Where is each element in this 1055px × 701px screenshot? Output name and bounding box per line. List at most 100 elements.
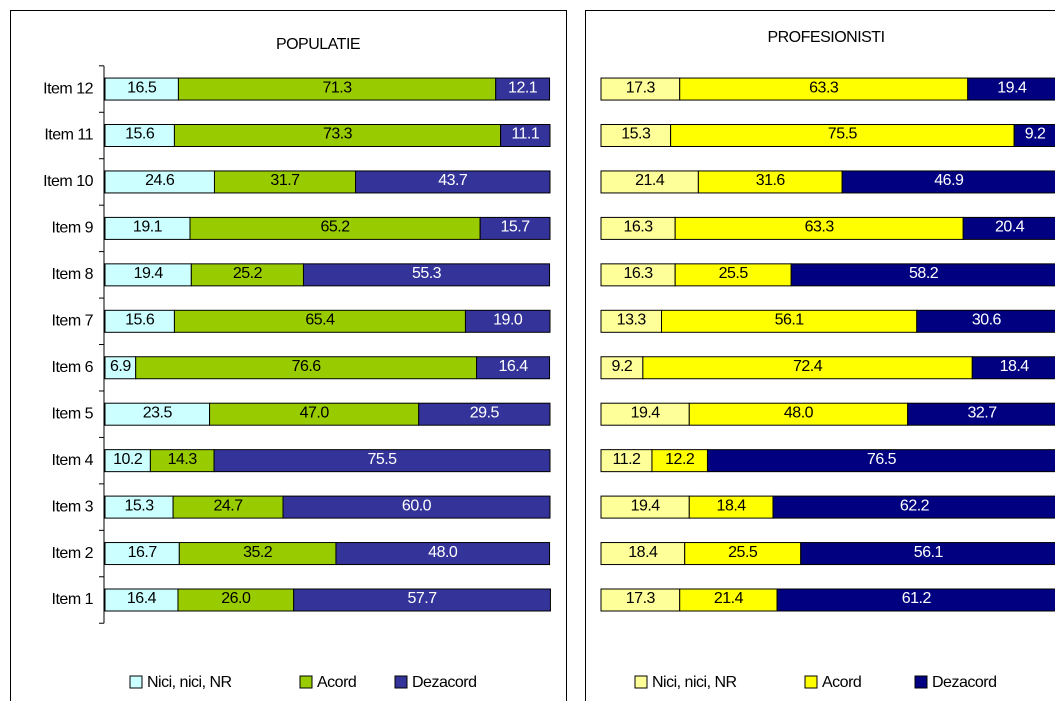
bar-segment [464,309,551,333]
y-tick-label: Item 3 [52,498,94,515]
data-label: 62.2 [900,497,930,514]
data-label: 14.3 [168,451,198,468]
data-label: 35.2 [243,544,273,561]
bar-segment [500,124,551,147]
legend-label: Acord [317,674,356,691]
data-label: 24.6 [145,172,175,189]
bar-segment [495,77,551,101]
data-label: 16.5 [127,79,157,96]
data-label: 15.3 [124,497,154,514]
data-label: 20.4 [995,219,1025,236]
bar-segment [772,495,1055,519]
data-label: 65.2 [320,219,350,236]
data-label: 61.2 [902,590,932,607]
y-tick-label: Item 6 [52,359,94,376]
legend-swatch [804,675,818,689]
chart-title: POPULATIE [276,36,360,53]
y-tick-label: Item 9 [52,220,94,237]
data-label: 15.6 [125,312,155,329]
bar-segment [355,170,551,194]
bar-segment [971,356,1055,380]
data-label: 15.6 [125,126,155,143]
data-label: 19.4 [631,404,661,421]
bar-segment [1013,124,1055,147]
legend-swatch [634,675,648,689]
data-label: 56.1 [775,312,805,329]
data-label: 25.5 [719,265,749,282]
data-label: 11.1 [511,126,540,143]
data-label: 16.3 [624,219,654,236]
data-label: 18.4 [1000,358,1030,375]
bar-segment [476,356,551,380]
y-tick-label: Item 11 [44,127,93,144]
data-label: 19.4 [631,497,661,514]
data-label: 71.3 [322,79,352,96]
legend-swatch [394,675,408,689]
data-label: 17.3 [626,590,656,607]
data-label: 19.1 [133,219,163,236]
bar-segment [776,588,1055,612]
bar-segment [962,216,1055,240]
data-label: 23.5 [143,404,173,421]
y-tick-label: Item 10 [43,173,93,190]
data-label: 18.4 [717,497,747,514]
y-tick-label: Item 1 [52,591,94,608]
data-label: 30.6 [972,312,1002,329]
y-tick-label: Item 2 [52,545,94,562]
chart-title: PROFESIONISTI [767,29,884,46]
data-label: 26.0 [221,590,251,607]
data-label: 25.5 [728,544,758,561]
data-label: 21.4 [714,590,744,607]
bar-segment [907,402,1055,426]
bar-segment [841,170,1055,194]
bar-segment [293,588,551,612]
legend-label: Nici, nici, NR [652,674,737,691]
bar-segment [479,216,551,240]
data-label: 16.4 [127,590,157,607]
legend-label: Acord [822,674,861,691]
data-label: 48.0 [784,404,814,421]
data-label: 13.3 [617,312,647,329]
data-label: 31.6 [756,172,786,189]
data-label: 10.2 [113,451,143,468]
bar-segment [967,77,1055,101]
data-label: 24.7 [213,497,243,514]
legend-swatch [129,675,143,689]
data-label: 76.6 [292,358,322,375]
data-label: 72.4 [793,358,823,375]
data-label: 43.7 [438,172,468,189]
data-label: 17.3 [626,79,656,96]
bar-segment [418,402,551,426]
data-label: 19.0 [493,312,523,329]
data-label: 19.4 [134,265,164,282]
data-label: 55.3 [412,265,442,282]
data-label: 58.2 [909,265,939,282]
data-label: 9.2 [1025,126,1046,143]
data-label: 16.4 [498,358,528,375]
data-label: 56.1 [914,544,944,561]
data-label: 16.3 [624,265,654,282]
bar-segment [302,263,551,287]
data-label: 48.0 [428,544,458,561]
bar-segment [213,449,551,473]
data-label: 25.2 [233,265,263,282]
data-label: 75.5 [367,451,397,468]
bar-segment [706,449,1055,473]
data-label: 29.5 [470,404,500,421]
data-label: 63.3 [809,79,839,96]
data-label: 12.2 [665,451,695,468]
data-label: 46.9 [934,172,964,189]
legend-label: Dezacord [932,674,996,691]
data-label: 15.7 [500,219,530,236]
data-label: 47.0 [300,404,330,421]
y-tick-label: Item 12 [43,80,93,97]
y-tick-label: Item 4 [52,452,94,469]
data-label: 19.4 [997,79,1027,96]
bar-segment [282,495,551,519]
bar-segment [335,542,551,566]
data-label: 63.3 [805,219,835,236]
data-label: 60.0 [402,497,432,514]
data-label: 12.1 [508,79,538,96]
data-label: 15.3 [621,126,651,143]
data-label: 6.9 [110,358,131,375]
